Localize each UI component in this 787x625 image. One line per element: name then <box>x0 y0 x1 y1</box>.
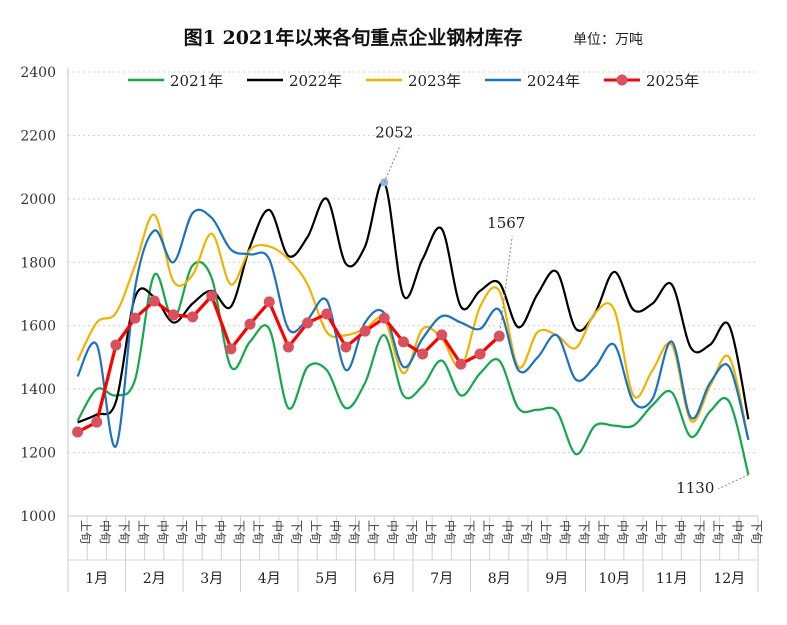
annotation-leader <box>383 145 401 183</box>
x-tick-label: 上旬 <box>194 520 208 544</box>
data-point-2025 <box>187 311 199 323</box>
month-label: 2月 <box>143 571 166 587</box>
x-tick-label: 下旬 <box>404 520 418 544</box>
x-tick-label: 下旬 <box>232 520 246 544</box>
legend-label-2023: 2023年 <box>408 72 461 90</box>
annotation-leader <box>498 236 513 337</box>
legend-label-2024: 2024年 <box>527 72 580 90</box>
x-tick-label: 下旬 <box>577 520 591 544</box>
legend-marker-2025 <box>616 74 628 86</box>
month-label: 6月 <box>373 571 396 587</box>
y-tick-label: 1200 <box>20 446 56 462</box>
data-point-2025 <box>436 329 448 341</box>
y-tick-label: 1400 <box>20 382 56 398</box>
x-tick-label: 下旬 <box>462 520 476 544</box>
data-point-2025 <box>167 309 179 321</box>
data-point-2025 <box>91 416 103 428</box>
x-tick-label: 中旬 <box>98 520 113 544</box>
legend-label-2025: 2025年 <box>646 72 699 90</box>
x-tick-label: 中旬 <box>615 520 630 544</box>
month-label: 12月 <box>713 571 745 587</box>
data-point-2025 <box>206 290 218 302</box>
x-tick-label: 下旬 <box>347 520 361 544</box>
data-point-2025 <box>148 295 160 307</box>
data-point-2025 <box>397 336 409 348</box>
y-tick-label: 1800 <box>20 255 56 271</box>
x-tick-label: 上旬 <box>251 520 265 544</box>
x-tick-label: 上旬 <box>366 520 380 544</box>
month-label: 9月 <box>545 571 568 587</box>
data-point-2025 <box>282 341 294 353</box>
month-label: 3月 <box>200 571 223 587</box>
series-line-2022 <box>77 180 750 424</box>
annotation-label: 1567 <box>487 214 525 232</box>
x-tick-label: 上旬 <box>654 520 668 544</box>
month-label: 11月 <box>656 571 688 587</box>
data-point-2025 <box>225 343 237 355</box>
legend-label-2022: 2022年 <box>289 72 342 90</box>
y-tick-label: 2200 <box>20 128 56 144</box>
x-tick-label: 中旬 <box>213 520 228 544</box>
data-point-2025 <box>302 317 314 329</box>
x-tick-label: 中旬 <box>673 520 688 544</box>
x-tick-label: 上旬 <box>136 520 150 544</box>
x-tick-label: 下旬 <box>117 520 131 544</box>
data-point-2025 <box>455 358 467 370</box>
data-point-2025 <box>474 348 486 360</box>
data-point-2025 <box>417 348 429 360</box>
x-tick-label: 中旬 <box>443 520 458 544</box>
x-tick-label: 下旬 <box>519 520 533 544</box>
data-point-2025 <box>129 312 141 324</box>
chart-title: 图1 2021年以来各旬重点企业钢材库存 <box>184 26 523 49</box>
series-line-2024 <box>76 208 750 448</box>
data-point-2025 <box>72 426 84 438</box>
x-tick-label: 上旬 <box>711 520 725 544</box>
month-label: 4月 <box>258 571 281 587</box>
y-tick-label: 1000 <box>20 509 56 525</box>
x-tick-label: 上旬 <box>424 520 438 544</box>
x-tick-label: 中旬 <box>500 520 515 544</box>
legend-label-2021: 2021年 <box>170 72 223 90</box>
data-point-2025 <box>244 318 256 330</box>
x-tick-label: 下旬 <box>692 520 706 544</box>
data-point-2025 <box>263 296 275 308</box>
unit-label: 单位：万吨 <box>573 32 643 48</box>
annotation-label: 1130 <box>676 479 714 497</box>
x-tick-label: 中旬 <box>730 520 745 544</box>
x-tick-label: 上旬 <box>79 520 93 544</box>
x-tick-label: 中旬 <box>558 520 573 544</box>
x-tick-label: 中旬 <box>155 520 170 544</box>
data-point-2025 <box>340 341 352 353</box>
month-label: 7月 <box>430 571 453 587</box>
x-tick-label: 下旬 <box>749 520 763 544</box>
x-tick-label: 下旬 <box>174 520 188 544</box>
x-tick-label: 上旬 <box>481 520 495 544</box>
annotation-label: 2052 <box>375 123 413 141</box>
annotation-leader <box>718 474 749 490</box>
data-point-2025 <box>321 308 333 320</box>
x-tick-label: 中旬 <box>385 520 400 544</box>
y-tick-label: 1600 <box>20 319 56 335</box>
series-line-2023 <box>76 213 750 441</box>
x-tick-label: 中旬 <box>328 520 343 544</box>
x-tick-label: 上旬 <box>539 520 553 544</box>
y-tick-label: 2000 <box>20 192 56 208</box>
data-point-2025 <box>359 325 371 337</box>
x-tick-label: 下旬 <box>289 520 303 544</box>
y-tick-label: 2400 <box>20 65 56 81</box>
x-tick-label: 中旬 <box>270 520 285 544</box>
x-tick-label: 下旬 <box>634 520 648 544</box>
data-point-2025 <box>378 312 390 324</box>
data-point-2025 <box>110 339 122 351</box>
month-label: 5月 <box>315 571 338 587</box>
month-label: 10月 <box>598 571 630 587</box>
month-label: 8月 <box>488 571 511 587</box>
x-tick-label: 上旬 <box>596 520 610 544</box>
x-tick-label: 上旬 <box>309 520 323 544</box>
series-line-2021 <box>76 260 750 476</box>
month-label: 1月 <box>85 571 108 587</box>
